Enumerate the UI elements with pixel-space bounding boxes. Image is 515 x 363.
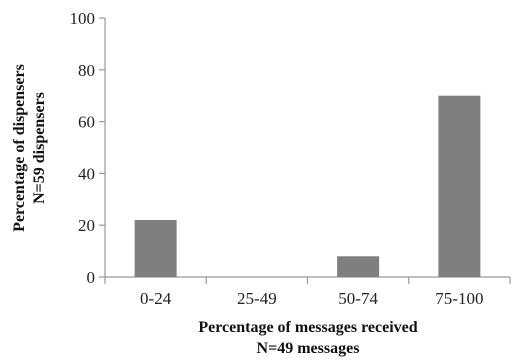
y-axis-title-line-2: N=59 dispensers — [31, 92, 48, 204]
y-tick-label: 80 — [78, 61, 95, 80]
y-tick-label: 20 — [78, 216, 95, 235]
x-tick-label: 75-100 — [435, 289, 483, 308]
y-ticks: 0 20 40 60 80 100 — [70, 9, 105, 287]
x-axis-title-line-2: N=49 messages — [257, 340, 360, 357]
x-tick-label: 50-74 — [338, 289, 378, 308]
y-tick-label: 60 — [78, 113, 95, 132]
x-axis: 0-24 25-49 50-74 75-100 — [104, 276, 511, 308]
y-axis-title-line-1: Percentage of dispensers — [11, 64, 28, 232]
y-tick-label: 100 — [70, 9, 96, 28]
y-tick-label: 0 — [87, 268, 96, 287]
bar-50-74 — [337, 256, 380, 277]
bar-75-100 — [438, 95, 481, 277]
x-axis-title-line-1: Percentage of messages received — [198, 319, 417, 336]
x-tick-label: 25-49 — [237, 289, 277, 308]
x-tick-label: 0-24 — [140, 289, 172, 308]
x-ticks: 0-24 25-49 50-74 75-100 — [104, 277, 511, 308]
y-axis: 0 20 40 60 80 100 — [70, 9, 106, 287]
y-tick-label: 40 — [78, 164, 95, 183]
bar-0-24 — [134, 220, 177, 277]
bars — [134, 95, 481, 277]
